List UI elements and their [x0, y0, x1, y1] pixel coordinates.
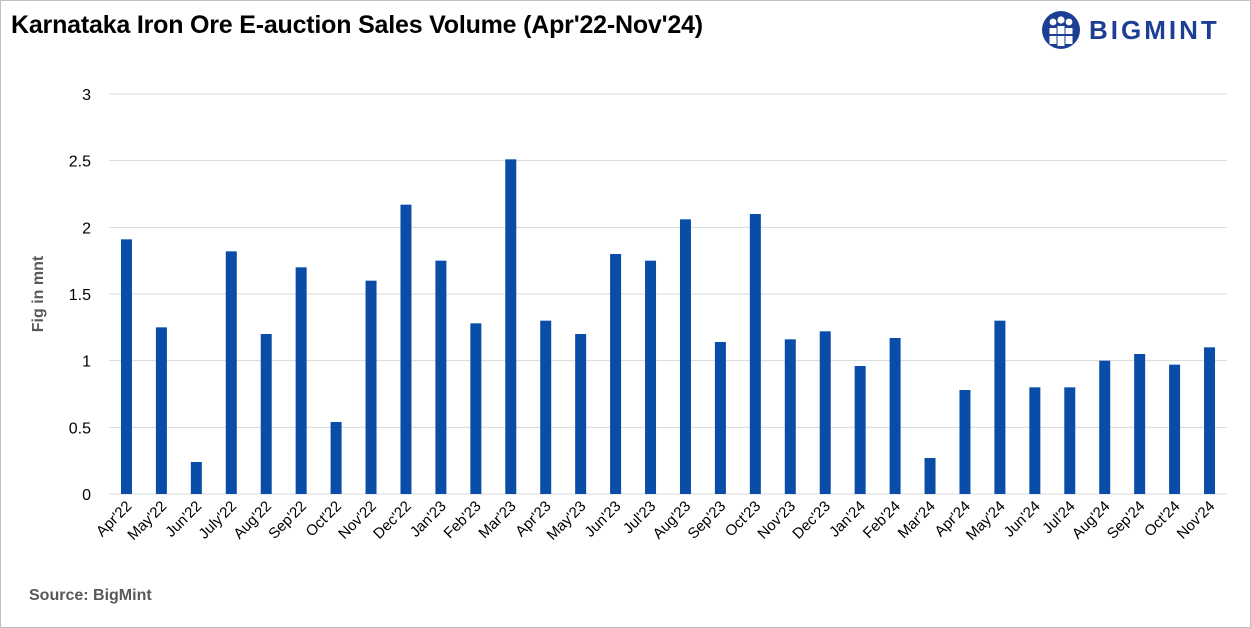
x-tick-label: Feb'23: [441, 498, 485, 542]
x-tick-label: Aug'22: [230, 498, 275, 543]
bar: [505, 159, 517, 495]
bar: [1029, 387, 1041, 494]
x-tick-label: Aug'23: [650, 498, 695, 543]
bar: [679, 219, 691, 495]
y-tick-label: 1: [82, 354, 91, 371]
x-tick-label: Nov'22: [335, 498, 380, 543]
x-tick-label: May'24: [963, 498, 1009, 544]
bar: [714, 342, 726, 494]
x-tick-label: Dec'22: [370, 498, 415, 543]
bar: [540, 320, 552, 494]
bar: [120, 239, 132, 494]
bigmint-logo: BIGMINT: [1041, 9, 1220, 51]
bar: [784, 339, 796, 494]
x-tick-label: Jun'24: [1001, 498, 1044, 541]
source-note: Source: BigMint: [29, 587, 152, 604]
x-tick-label: Feb'24: [860, 498, 904, 542]
chart-title: Karnataka Iron Ore E-auction Sales Volum…: [11, 11, 703, 39]
bar: [749, 214, 761, 494]
bar: [1064, 387, 1076, 494]
bar: [889, 338, 901, 494]
bar: [190, 462, 202, 494]
x-tick-label: Mar'23: [475, 498, 519, 542]
bar: [155, 327, 167, 494]
bar: [1134, 354, 1146, 494]
bar: [295, 267, 307, 494]
x-tick-label: May'22: [124, 498, 170, 544]
y-tick-label: 1.5: [69, 287, 91, 304]
y-tick-label: 2: [82, 220, 91, 237]
bar: [1204, 347, 1216, 494]
bar: [435, 260, 447, 494]
bigmint-people-icon: [1042, 11, 1080, 49]
bar: [225, 251, 237, 494]
bar: [924, 458, 936, 494]
bar: [400, 204, 412, 494]
bar: [819, 331, 831, 494]
x-tick-label: Nov'24: [1174, 498, 1219, 543]
bar: [1099, 360, 1111, 494]
bar: [575, 334, 587, 494]
bar: [330, 422, 342, 494]
x-tick-label: Jan'24: [826, 498, 869, 541]
y-axis-label: Fig in mnt: [30, 255, 47, 332]
bar: [854, 366, 866, 494]
bar: [645, 260, 657, 494]
x-tick-label: Sep'24: [1104, 498, 1149, 543]
x-tick-label: Aug'24: [1069, 498, 1114, 543]
x-tick-label: Sep'22: [265, 498, 310, 543]
y-tick-label: 0.5: [69, 420, 91, 437]
x-tick-label: Nov'23: [754, 498, 799, 543]
bar: [260, 334, 272, 494]
x-tick-label: Dec'23: [789, 498, 834, 543]
bar: [1169, 364, 1181, 494]
x-tick-label: Sep'23: [685, 498, 730, 543]
logo-text: BIGMINT: [1089, 14, 1220, 45]
bar: [994, 320, 1006, 494]
y-tick-label: 0: [82, 487, 91, 504]
x-tick-label: May'23: [544, 498, 590, 544]
bar: [470, 323, 482, 494]
x-tick-label: Mar'24: [895, 498, 939, 542]
x-tick-label: Jan'23: [407, 498, 450, 541]
x-tick-label: Jun'23: [581, 498, 624, 541]
x-tick-label: July'22: [195, 498, 240, 543]
y-tick-label: 3: [82, 87, 91, 104]
bar: [365, 280, 377, 494]
bar: [610, 254, 622, 494]
bar: [959, 390, 971, 494]
y-tick-label: 2.5: [69, 154, 91, 171]
